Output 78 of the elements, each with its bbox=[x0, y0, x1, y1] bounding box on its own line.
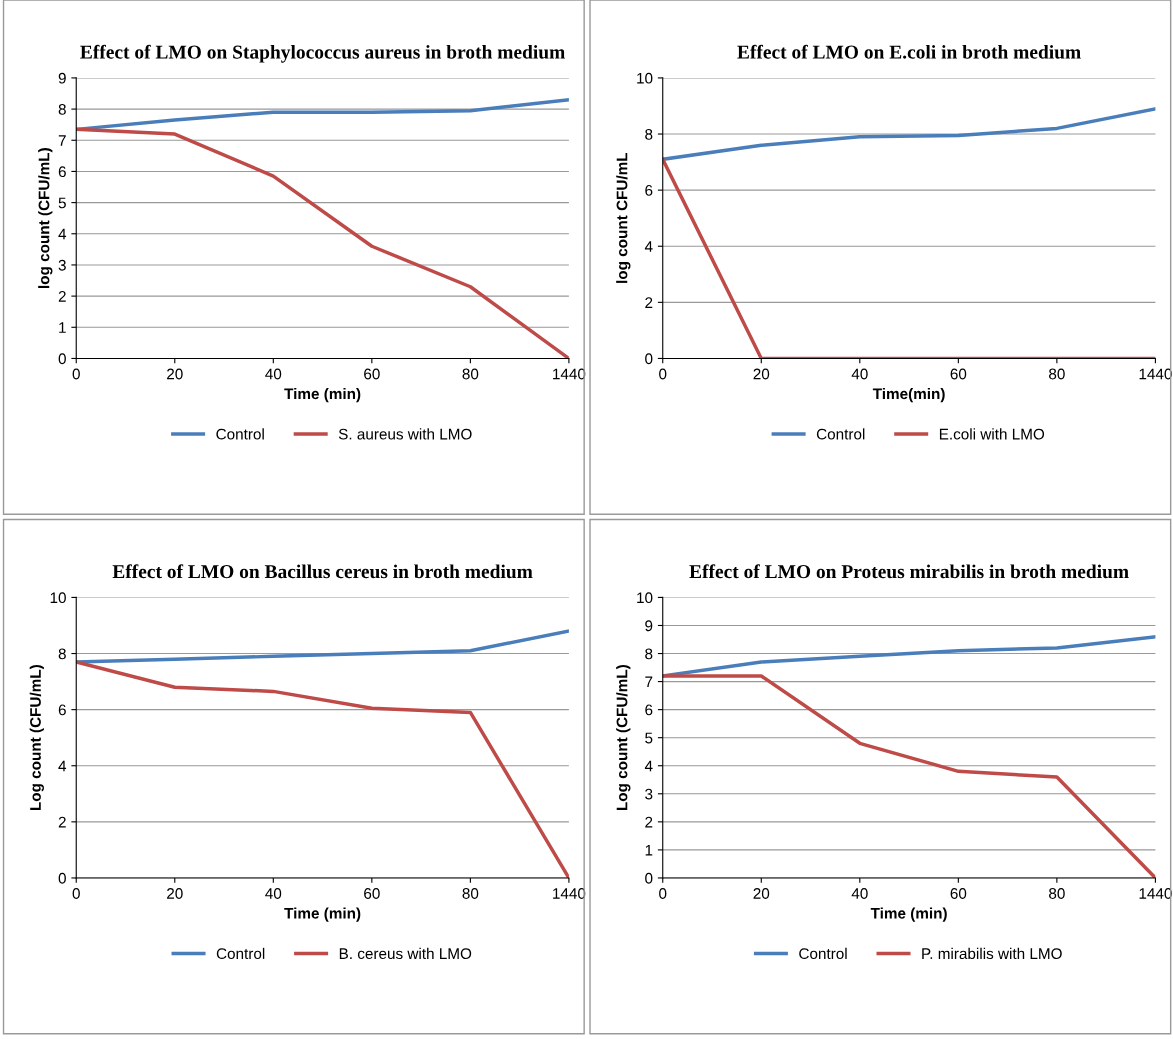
y-tick-label: 4 bbox=[644, 760, 653, 772]
x-tick-label: 80 bbox=[1049, 888, 1065, 899]
x-axis-title: Time (min) bbox=[284, 907, 361, 922]
x-tick-label: 40 bbox=[265, 368, 282, 380]
x-tick-label: 80 bbox=[1049, 368, 1065, 380]
x-axis-title: Time (min) bbox=[870, 907, 947, 922]
y-tick-label: 8 bbox=[58, 648, 66, 660]
y-axis-title: Log count (CFU/mL) bbox=[616, 665, 631, 811]
x-tick-label: 20 bbox=[753, 368, 770, 380]
y-tick-label: 9 bbox=[58, 72, 66, 84]
y-tick-label: 6 bbox=[645, 704, 653, 716]
y-tick-label: 5 bbox=[58, 197, 66, 209]
x-tick-label: 0 bbox=[72, 888, 80, 899]
y-tick-label: 6 bbox=[58, 166, 66, 178]
y-tick-label: 8 bbox=[645, 648, 653, 660]
y-tick-label: 3 bbox=[58, 259, 66, 271]
y-tick-label: 3 bbox=[645, 788, 653, 800]
chart-title: Effect of LMO on Staphylococcus aureus in broth medium bbox=[80, 44, 565, 63]
y-tick-label: 1 bbox=[59, 322, 66, 333]
legend-label: Control bbox=[816, 428, 865, 440]
line-series bbox=[662, 107, 1156, 162]
x-tick-label: 40 bbox=[851, 888, 868, 899]
legend-label: E.coli with LMO bbox=[939, 428, 1045, 440]
line-series bbox=[76, 629, 569, 664]
y-tick-label: 4 bbox=[58, 760, 67, 772]
x-tick-label: 60 bbox=[950, 888, 967, 899]
x-tick-label: 40 bbox=[851, 368, 868, 380]
y-tick-label: 1 bbox=[645, 844, 653, 856]
y-tick-label: 0 bbox=[58, 353, 66, 365]
line-series bbox=[76, 98, 569, 132]
y-tick-label: 9 bbox=[645, 620, 653, 632]
x-axis-title: Time(min) bbox=[872, 387, 945, 403]
x-tick-label: 0 bbox=[659, 368, 667, 380]
x-tick-label: 60 bbox=[364, 368, 380, 380]
legend-label: B. cereus with LMO bbox=[339, 947, 472, 960]
y-tick-label: 6 bbox=[58, 704, 66, 716]
y-tick-label: 10 bbox=[50, 592, 66, 604]
x-axis-title: Time (min) bbox=[284, 387, 361, 403]
y-tick-label: 2 bbox=[645, 816, 653, 828]
y-axis-title: log count (CFU/mL) bbox=[38, 148, 53, 288]
x-tick-label: 40 bbox=[265, 888, 282, 899]
y-axis-title: Log count (CFU/mL) bbox=[29, 665, 44, 811]
y-tick-label: 8 bbox=[58, 103, 66, 115]
legend-label: P. mirabilis with LMO bbox=[922, 947, 1062, 960]
x-tick-label: 20 bbox=[167, 368, 183, 380]
y-tick-label: 6 bbox=[645, 185, 653, 196]
y-tick-label: 2 bbox=[58, 290, 66, 302]
legend-label: Control bbox=[216, 428, 264, 440]
x-tick-label: 80 bbox=[462, 368, 479, 380]
y-tick-label: 4 bbox=[58, 228, 67, 240]
y-tick-label: 8 bbox=[645, 128, 653, 140]
chart-title: Effect of LMO on Proteus mirabilis in broth medium bbox=[689, 564, 1129, 579]
y-tick-label: 10 bbox=[637, 592, 653, 604]
y-tick-label: 4 bbox=[644, 241, 653, 252]
chart-title: Effect of LMO on Bacillus cereus in broth medium bbox=[112, 564, 533, 579]
y-tick-label: 5 bbox=[645, 732, 653, 744]
x-tick-label: 60 bbox=[950, 368, 967, 380]
x-tick-label: 60 bbox=[364, 888, 380, 899]
x-tick-label: 1440 bbox=[553, 368, 586, 380]
y-tick-label: 2 bbox=[645, 297, 653, 308]
x-tick-label: 20 bbox=[167, 888, 183, 899]
x-tick-label: 20 bbox=[753, 888, 770, 899]
y-tick-label: 0 bbox=[645, 353, 653, 365]
x-tick-label: 0 bbox=[72, 368, 80, 380]
x-tick-label: 0 bbox=[659, 888, 667, 899]
y-tick-label: 7 bbox=[58, 135, 66, 146]
legend-label: S. aureus with LMO bbox=[338, 428, 472, 440]
y-axis-title: log count CFU/mL bbox=[616, 152, 631, 283]
chart-title: Effect of LMO on E.coli in broth medium bbox=[737, 44, 1081, 59]
y-tick-label: 2 bbox=[58, 816, 66, 828]
x-tick-label: 80 bbox=[462, 888, 479, 899]
legend-label: Control bbox=[799, 947, 847, 960]
legend-label: Control bbox=[216, 947, 265, 960]
y-tick-label: 0 bbox=[645, 872, 653, 884]
x-tick-label: 1440 bbox=[553, 888, 586, 899]
y-tick-label: 10 bbox=[637, 72, 653, 84]
y-tick-label: 7 bbox=[645, 676, 653, 688]
y-tick-label: 0 bbox=[58, 872, 66, 884]
